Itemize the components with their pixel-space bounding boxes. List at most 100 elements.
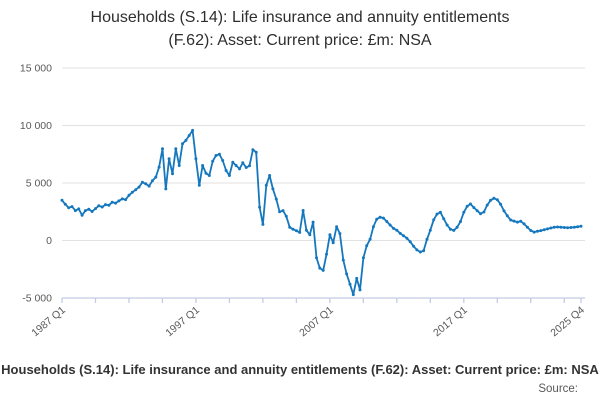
data-point	[201, 164, 205, 167]
data-point	[94, 207, 97, 211]
data-point	[271, 187, 275, 191]
data-point	[509, 218, 513, 222]
data-point	[304, 228, 308, 232]
data-point	[204, 171, 208, 175]
data-point	[87, 207, 91, 211]
data-point	[371, 225, 375, 229]
data-point	[284, 214, 288, 218]
data-point	[348, 282, 352, 286]
data-point	[251, 148, 255, 152]
data-point	[505, 214, 509, 218]
data-point	[489, 198, 493, 202]
data-point	[552, 225, 556, 229]
data-point	[539, 229, 543, 233]
data-point	[137, 185, 141, 189]
data-point	[83, 209, 87, 213]
data-point	[161, 147, 164, 151]
data-point	[140, 180, 144, 184]
footer-caption-text: Households (S.14): Life insurance and an…	[1, 362, 599, 377]
svg-text:10 000: 10 000	[20, 120, 52, 132]
data-point	[515, 220, 519, 224]
data-point	[181, 142, 184, 146]
data-point	[485, 203, 489, 207]
data-point	[224, 169, 228, 172]
data-point	[238, 167, 241, 171]
data-point	[100, 205, 104, 209]
data-point	[227, 174, 231, 177]
data-point	[150, 179, 154, 183]
data-point	[408, 240, 412, 244]
data-point	[445, 223, 449, 227]
data-point	[63, 202, 67, 206]
data-point	[134, 188, 138, 192]
data-point	[318, 266, 322, 270]
data-point	[502, 209, 506, 213]
chart-title-line1: Households (S.14): Life insurance and an…	[90, 9, 510, 26]
data-point	[114, 201, 118, 205]
chart-title-line2: (F.62): Asset: Current price: £m: NSA	[168, 32, 432, 49]
data-point	[241, 161, 245, 165]
data-point	[298, 230, 302, 234]
data-point	[67, 206, 71, 210]
data-point	[549, 226, 553, 230]
data-point	[167, 157, 171, 161]
data-point	[435, 212, 439, 216]
data-point	[194, 157, 198, 161]
data-point	[261, 222, 265, 226]
data-point	[70, 205, 74, 209]
data-point	[418, 250, 422, 254]
data-point	[281, 209, 285, 213]
data-point	[378, 215, 382, 219]
data-point	[415, 248, 419, 252]
data-point	[422, 249, 426, 253]
data-point	[244, 166, 248, 169]
data-point	[254, 150, 258, 154]
data-point	[432, 218, 436, 222]
data-point	[361, 256, 365, 260]
data-point	[335, 225, 339, 229]
data-point	[110, 200, 114, 204]
data-point	[217, 152, 221, 156]
data-point	[465, 204, 469, 208]
data-point	[358, 288, 362, 292]
data-point	[234, 164, 238, 167]
data-point	[177, 164, 181, 167]
footer-caption: Households (S.14): Life insurance and an…	[0, 362, 600, 382]
data-point	[452, 228, 456, 232]
data-point	[556, 225, 560, 229]
data-point	[191, 128, 195, 132]
data-point	[345, 272, 349, 276]
data-point	[338, 232, 342, 236]
data-series	[60, 128, 583, 297]
svg-text:15 000: 15 000	[20, 63, 52, 75]
data-point	[398, 231, 402, 235]
svg-text:1987 Q1: 1987 Q1	[29, 304, 68, 339]
data-point	[475, 209, 479, 213]
svg-text:2025 Q4: 2025 Q4	[548, 304, 587, 339]
svg-text:1997 Q1: 1997 Q1	[163, 304, 202, 339]
data-point	[351, 293, 355, 297]
data-point	[375, 217, 379, 221]
data-point	[392, 226, 395, 230]
data-point	[187, 134, 191, 137]
svg-text:2007 Q1: 2007 Q1	[297, 304, 336, 339]
data-point	[107, 203, 111, 207]
data-point	[264, 183, 268, 187]
svg-text:0: 0	[46, 235, 52, 247]
data-point	[278, 210, 282, 214]
data-point	[221, 159, 225, 162]
data-point	[157, 165, 161, 169]
data-point	[184, 138, 188, 142]
data-point	[459, 220, 462, 223]
data-point	[381, 216, 385, 220]
svg-text:5 000: 5 000	[26, 178, 52, 190]
chart-title: Households (S.14): Life insurance and an…	[0, 6, 600, 52]
data-point	[368, 237, 372, 241]
data-point	[479, 212, 482, 216]
data-point	[154, 175, 158, 179]
data-point	[248, 164, 251, 168]
data-point	[124, 198, 128, 202]
data-point	[499, 202, 503, 206]
data-point	[268, 174, 272, 177]
data-point	[395, 228, 399, 232]
